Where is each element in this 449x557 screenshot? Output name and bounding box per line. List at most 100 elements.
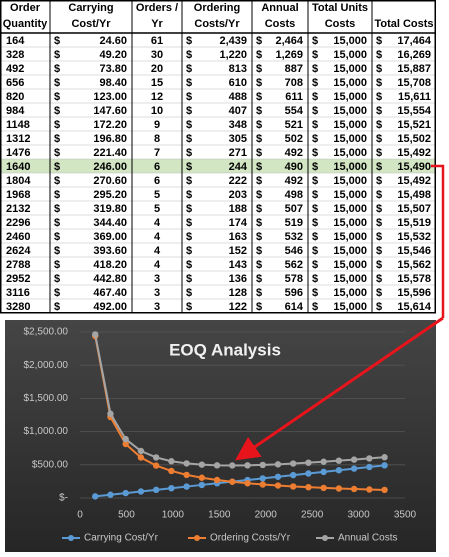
currency-sign: $ bbox=[376, 49, 382, 61]
y-tick-label: $2,000.00 bbox=[24, 360, 69, 371]
x-tick-label: 1000 bbox=[162, 510, 185, 521]
cell: 15,000 bbox=[333, 161, 367, 173]
data-point bbox=[137, 447, 145, 455]
cell: 15,708 bbox=[397, 77, 431, 89]
data-point bbox=[290, 471, 297, 479]
data-point bbox=[244, 480, 251, 487]
legend-swatch bbox=[322, 535, 328, 541]
currency-sign: $ bbox=[54, 35, 60, 47]
cell: 6 bbox=[154, 161, 160, 173]
cell: 152 bbox=[229, 245, 247, 257]
data-point bbox=[198, 474, 206, 481]
currency-sign: $ bbox=[186, 231, 192, 243]
currency-sign: $ bbox=[376, 105, 382, 117]
cell: 2952 bbox=[6, 273, 30, 285]
data-point bbox=[274, 473, 282, 480]
currency-sign: $ bbox=[186, 147, 192, 159]
data-point bbox=[168, 467, 175, 475]
cell: 49.20 bbox=[99, 49, 127, 61]
header-cell: Costs bbox=[325, 18, 356, 30]
currency-sign: $ bbox=[186, 133, 192, 145]
currency-sign: $ bbox=[376, 63, 382, 75]
table-border bbox=[0, 0, 436, 314]
data-point bbox=[152, 462, 160, 469]
cell: 15,000 bbox=[333, 217, 367, 229]
cell: 4 bbox=[154, 245, 161, 257]
cell: 1640 bbox=[6, 161, 30, 173]
y-tick-label: $1,000.00 bbox=[24, 426, 69, 437]
cell: 15 bbox=[151, 77, 163, 89]
cell: 15,546 bbox=[397, 245, 431, 257]
cell: 9 bbox=[154, 119, 160, 131]
y-tick-label: $1,500.00 bbox=[24, 393, 69, 404]
data-point bbox=[274, 482, 282, 489]
currency-sign: $ bbox=[376, 217, 382, 229]
cell: 73.80 bbox=[99, 63, 127, 75]
cell: 813 bbox=[229, 63, 247, 75]
cell: 17,464 bbox=[397, 35, 432, 47]
cell: 246.00 bbox=[93, 161, 127, 173]
currency-sign: $ bbox=[312, 147, 318, 159]
cell: 188 bbox=[229, 203, 247, 215]
cell: 2132 bbox=[6, 203, 30, 215]
data-point bbox=[259, 461, 266, 469]
legend-label: Annual Costs bbox=[338, 533, 397, 544]
data-point bbox=[168, 458, 175, 465]
cell: 708 bbox=[285, 77, 303, 89]
currency-sign: $ bbox=[186, 189, 192, 201]
cell: 15,562 bbox=[397, 259, 431, 271]
data-point bbox=[152, 454, 160, 461]
cell: 319.80 bbox=[93, 203, 127, 215]
cell: 3 bbox=[154, 273, 160, 285]
currency-sign: $ bbox=[312, 119, 318, 131]
cell: 15,492 bbox=[397, 147, 431, 159]
cell: 15,502 bbox=[397, 133, 431, 145]
cell: 128 bbox=[229, 287, 247, 299]
data-point bbox=[320, 458, 327, 465]
cell: 15,000 bbox=[333, 245, 367, 257]
data-point bbox=[381, 486, 388, 494]
currency-sign: $ bbox=[54, 301, 60, 313]
header-cell: Ordering bbox=[194, 2, 240, 14]
data-point bbox=[107, 491, 114, 498]
header-cell: Carrying bbox=[68, 2, 113, 14]
cell: 98.40 bbox=[99, 77, 127, 89]
currency-sign: $ bbox=[54, 161, 60, 173]
cell: 15,000 bbox=[333, 231, 367, 243]
cell: 3 bbox=[154, 301, 160, 313]
currency-sign: $ bbox=[186, 245, 192, 257]
legend-swatch bbox=[194, 535, 200, 541]
currency-sign: $ bbox=[256, 231, 262, 243]
cell: 1476 bbox=[6, 147, 30, 159]
cell: 393.60 bbox=[93, 245, 127, 257]
cell: 172.20 bbox=[93, 119, 127, 131]
currency-sign: $ bbox=[312, 133, 318, 145]
currency-sign: $ bbox=[186, 161, 192, 173]
currency-sign: $ bbox=[256, 147, 262, 159]
cell: 221.40 bbox=[93, 147, 127, 159]
cell: 123.00 bbox=[93, 91, 127, 103]
currency-sign: $ bbox=[256, 273, 262, 285]
currency-sign: $ bbox=[256, 77, 262, 89]
cell: 15,521 bbox=[397, 119, 431, 131]
cell: 222 bbox=[229, 175, 247, 187]
currency-sign: $ bbox=[312, 287, 318, 299]
currency-sign: $ bbox=[376, 287, 382, 299]
cell: 519 bbox=[285, 217, 303, 229]
cell: 554 bbox=[285, 105, 304, 117]
cell: 15,596 bbox=[397, 287, 431, 299]
currency-sign: $ bbox=[186, 119, 192, 131]
cell: 984 bbox=[6, 105, 25, 117]
cell: 203 bbox=[229, 189, 247, 201]
data-point bbox=[198, 461, 206, 468]
data-point bbox=[335, 485, 343, 492]
cell: 196.80 bbox=[93, 133, 127, 145]
cell: 270.60 bbox=[93, 175, 127, 187]
y-tick-label: $2,500.00 bbox=[24, 327, 69, 338]
data-point bbox=[137, 454, 145, 461]
cell: 15,000 bbox=[333, 301, 367, 313]
currency-sign: $ bbox=[256, 161, 262, 173]
cell: 164 bbox=[6, 35, 25, 47]
data-point bbox=[122, 489, 129, 497]
cell: 15,000 bbox=[333, 105, 367, 117]
